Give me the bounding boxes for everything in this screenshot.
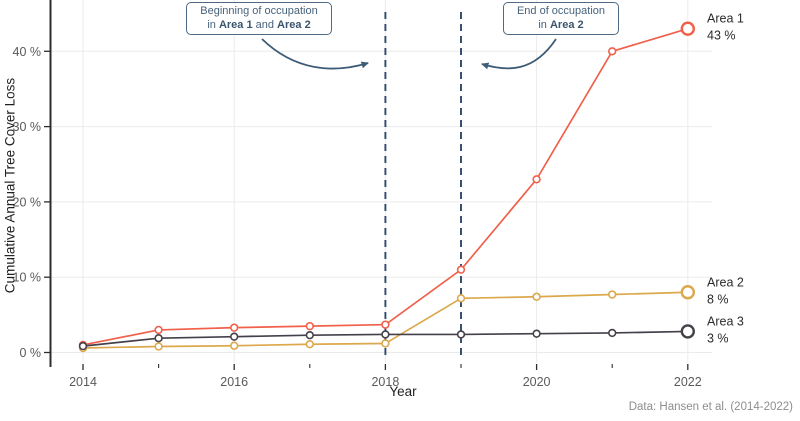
annotation-arrow-to-2019-line bbox=[481, 38, 557, 70]
data-point-marker bbox=[607, 328, 617, 338]
data-point-marker bbox=[154, 342, 163, 351]
annotation-line1: End of occupation bbox=[516, 5, 606, 17]
x-tick-label: 2014 bbox=[69, 375, 97, 389]
data-point-marker bbox=[305, 340, 314, 349]
data-point-marker bbox=[230, 332, 239, 341]
x-tick-label: 2020 bbox=[523, 375, 551, 389]
data-point-marker bbox=[532, 175, 541, 184]
x-tick-label: 2016 bbox=[220, 375, 248, 389]
annotation-line2-prefix: in bbox=[207, 18, 219, 31]
x-tick-label: 2018 bbox=[371, 375, 399, 389]
data-point-marker bbox=[381, 330, 390, 339]
data-point-marker bbox=[607, 47, 617, 56]
annotation-line2-prefix: in bbox=[538, 18, 550, 31]
data-source-caption: Data: Hansen et al. (2014-2022) bbox=[628, 401, 793, 413]
y-tick-label: 40 % bbox=[13, 45, 42, 59]
annotation-area1-bold: Area 1 bbox=[218, 18, 253, 31]
annotation-area2-bold: Area 2 bbox=[549, 18, 584, 31]
annotation-area2-bold: Area 2 bbox=[277, 18, 311, 31]
plot-area: 0 % 10 % 20 % 30 % 40 % 2014 2016 2018 2020 2022 A… bbox=[13, 0, 744, 389]
data-point-marker bbox=[154, 325, 163, 335]
data-point-marker bbox=[456, 330, 466, 339]
data-point-marker bbox=[154, 333, 163, 343]
data-point-marker bbox=[78, 341, 88, 351]
data-point-marker bbox=[381, 320, 390, 329]
annotation-arrow-to-2018-line bbox=[261, 38, 369, 70]
data-point-marker bbox=[230, 341, 239, 350]
series-value-label: 43 % bbox=[707, 29, 736, 43]
annotation-line1: Beginning of occupation bbox=[200, 5, 318, 17]
data-point-marker bbox=[532, 329, 541, 338]
annotation-end-of-occupation: End of occupation in Area 2 bbox=[503, 2, 619, 35]
annotation-beginning-of-occupation: Beginning of occupation in Area 1 and Ar… bbox=[186, 2, 332, 35]
data-point-marker bbox=[381, 339, 390, 348]
series-name-label: Area 2 bbox=[707, 275, 744, 289]
x-tick-label: 2022 bbox=[674, 375, 702, 389]
data-point-marker bbox=[305, 330, 314, 340]
series-end-marker bbox=[680, 21, 695, 36]
y-tick-label: 30 % bbox=[13, 120, 42, 134]
x-axis-title: Year bbox=[389, 384, 417, 399]
series-end-marker bbox=[680, 324, 695, 339]
data-point-marker bbox=[456, 294, 466, 303]
annotation-line2-mid: and bbox=[252, 18, 278, 31]
y-tick-label: 20 % bbox=[13, 195, 42, 209]
y-tick-label: 0 % bbox=[19, 346, 41, 360]
y-axis-title: Cumulative Annual Tree Cover Loss bbox=[2, 77, 18, 294]
series-end-marker bbox=[680, 285, 695, 300]
series-value-label: 3 % bbox=[707, 331, 729, 345]
data-point-marker bbox=[230, 323, 239, 332]
series-value-label: 8 % bbox=[707, 292, 729, 306]
series-name-label: Area 1 bbox=[707, 12, 744, 26]
data-point-marker bbox=[305, 321, 314, 331]
data-point-marker bbox=[532, 292, 541, 301]
data-point-marker bbox=[607, 290, 617, 299]
series-name-label: Area 3 bbox=[707, 314, 744, 328]
y-tick-label: 10 % bbox=[13, 271, 42, 285]
data-point-marker bbox=[456, 265, 466, 274]
